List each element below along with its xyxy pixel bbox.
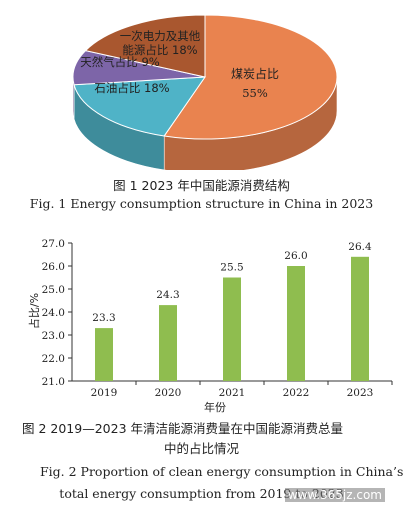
pie-slice-oil: [73, 76, 206, 137]
bar-2020: [159, 305, 177, 381]
pie-label-power-line1: 一次电力及其他: [120, 29, 201, 43]
bar-x-tick-label: 2020: [155, 387, 182, 399]
pie-label-power-line2: 能源占比 18%: [122, 43, 197, 57]
bar-y-tick-label: 23.0: [42, 330, 65, 342]
bar-y-tick-label: 26.0: [42, 261, 65, 273]
bar-x-tick-label: 2022: [283, 387, 310, 399]
pie-slice-coal: [163, 14, 338, 140]
bar-value-label: 26.4: [348, 241, 372, 253]
pie-label-oil: 石油占比 18%: [94, 81, 169, 95]
bar-value-label: 24.3: [156, 289, 179, 301]
bar-x-tick-label: 2021: [219, 387, 246, 399]
bar-chart: 21.0 22.0 23.0 24.0 25.0 26.0 27.0 2019 2020 2021…: [27, 238, 393, 414]
bar-value-label: 25.5: [220, 262, 243, 274]
fig1-caption-en: Fig. 1 Energy consumption structure in C…: [29, 196, 374, 211]
bar-x-axis-label: 年份: [204, 400, 226, 414]
bar-value-label: 26.0: [284, 250, 307, 262]
fig2-caption-zh-line1: 图 2 2019—2023 年清洁能源消费量在中国能源消费总量: [22, 421, 343, 436]
pie-label-coal: 煤炭占比: [231, 66, 279, 81]
bar-2022: [287, 266, 305, 381]
fig1-caption-zh: 图 1 2023 年中国能源消费结构: [113, 178, 290, 193]
bar-2019: [95, 328, 113, 381]
bar-2023: [351, 256, 369, 381]
bar-value-label: 23.3: [92, 312, 115, 324]
bar-x-tick-label: 2023: [347, 387, 374, 399]
pie-label-gas: 天然气占比 9%: [80, 55, 159, 69]
bar-y-tick-label: 21.0: [42, 376, 65, 388]
bar-2021: [223, 277, 241, 381]
fig2-caption-zh-line2: 中的占比情况: [163, 441, 239, 456]
bar-y-tick-label: 22.0: [42, 353, 65, 365]
bar-y-tick-label: 27.0: [42, 238, 65, 250]
pie-label-coal-value: 55%: [242, 86, 268, 100]
pie-slice-power: [84, 14, 206, 78]
pie-chart: 煤炭占比 55% 石油占比 18% 天然气占比 9% 一次电力及其他 能源占比 …: [72, 14, 338, 170]
bar-y-tick-label: 24.0: [42, 307, 65, 319]
watermark: www.365jz.com: [284, 488, 385, 502]
bar-x-tick-label: 2019: [91, 387, 118, 399]
bar-y-tick-label: 25.0: [42, 284, 65, 296]
fig2-caption-en-line1: Fig. 2 Proportion of clean energy consum…: [40, 464, 403, 479]
bar-y-axis-label: 占比/%: [27, 293, 41, 329]
fig2-caption-en-line2: total energy consumption from 2019 to 20…: [59, 486, 344, 501]
